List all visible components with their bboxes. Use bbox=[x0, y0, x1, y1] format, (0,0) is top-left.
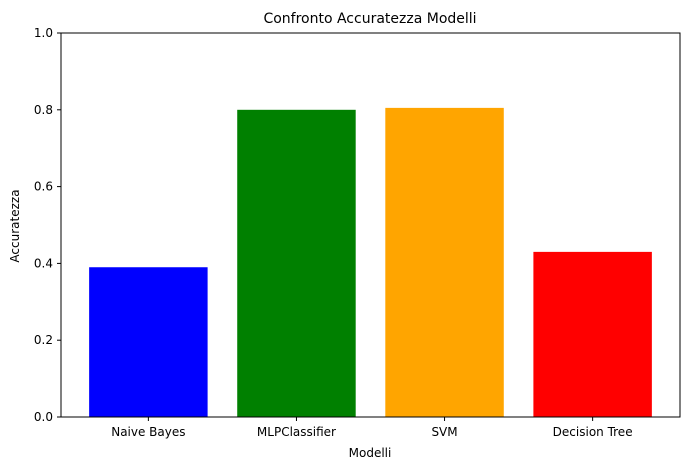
axes-layer bbox=[60, 32, 681, 418]
x-tick-label: Decision Tree bbox=[553, 425, 633, 439]
x-tick-label: Naive Bayes bbox=[111, 425, 185, 439]
x-axis-label: Modelli bbox=[349, 446, 392, 460]
y-axis-label: Accuratezza bbox=[8, 189, 22, 262]
x-tick-label: SVM bbox=[431, 425, 457, 439]
bars-layer bbox=[89, 107, 652, 418]
bar-mlpclassifier bbox=[237, 109, 356, 418]
x-tick-label: MLPClassifier bbox=[257, 425, 336, 439]
ticks-layer: 0.0 0.2 0.4 0.6 0.8 1.0 Naive Bayes MLPClassifi… bbox=[34, 26, 633, 439]
y-tick-label: 0.0 bbox=[34, 410, 53, 424]
y-tick-label: 0.8 bbox=[34, 103, 53, 117]
y-tick-label: 0.4 bbox=[34, 256, 53, 270]
plot-frame bbox=[60, 32, 681, 418]
chart-title: Confronto Accuratezza Modelli bbox=[263, 11, 476, 27]
bar-svm bbox=[385, 107, 504, 417]
y-tick-label: 0.6 bbox=[34, 180, 53, 194]
y-tick-label: 0.2 bbox=[34, 333, 53, 347]
bar-decision-tree bbox=[533, 251, 652, 417]
y-tick-label: 1.0 bbox=[34, 26, 53, 40]
bar-naive-bayes bbox=[89, 267, 208, 417]
